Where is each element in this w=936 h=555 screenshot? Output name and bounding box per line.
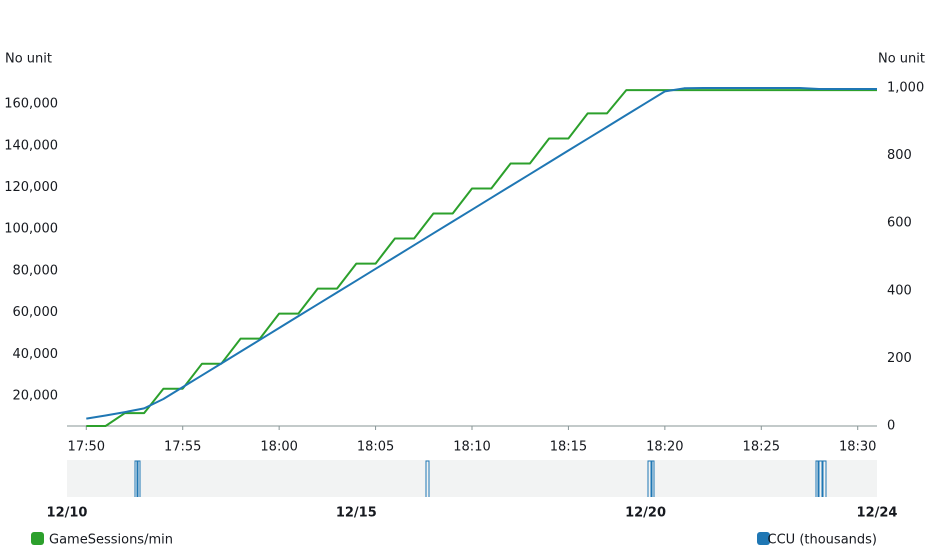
x-tick-label: 17:55	[164, 440, 201, 455]
y-axis-label: No unit	[5, 52, 52, 67]
x-tick-label: 17:50	[68, 440, 105, 455]
y2-tick-label: 1,000	[887, 81, 924, 96]
y2-tick-label: 400	[887, 283, 912, 298]
navigator[interactable]	[67, 460, 877, 497]
y-tick-label: 100,000	[4, 222, 58, 237]
navigator-tick-label: 12/15	[336, 506, 377, 521]
navigator-spikes	[134, 460, 827, 497]
x-tick-label: 18:05	[357, 440, 394, 455]
x-tick-label: 18:00	[260, 440, 297, 455]
y-tick-label: 40,000	[13, 347, 59, 362]
navigator-tick-label: 12/20	[625, 506, 666, 521]
y-tick-label: 20,000	[13, 388, 59, 403]
y2-tick-label: 800	[887, 148, 912, 163]
y-tick-label: 80,000	[13, 263, 59, 278]
x-tick-label: 18:20	[646, 440, 683, 455]
y-tick-label: 140,000	[4, 138, 58, 153]
legend-label[interactable]: CCU (thousands)	[768, 533, 877, 548]
y2-axis-label: No unit	[878, 52, 925, 67]
navigator-tick-label: 12/10	[47, 506, 88, 521]
x-tick-label: 18:25	[743, 440, 780, 455]
navigator-tick-label: 12/24	[857, 506, 898, 521]
x-tick-label: 18:30	[839, 440, 876, 455]
y-tick-label: 120,000	[4, 180, 58, 195]
y-tick-label: 60,000	[13, 305, 59, 320]
legend-label[interactable]: GameSessions/min	[49, 533, 173, 548]
y-tick-label: 160,000	[4, 97, 58, 112]
x-tick-label: 18:10	[453, 440, 490, 455]
series-line	[86, 89, 877, 427]
y2-tick-label: 200	[887, 351, 912, 366]
y2-tick-label: 0	[887, 419, 895, 434]
x-tick-label: 18:15	[550, 440, 587, 455]
y2-tick-label: 600	[887, 216, 912, 231]
legend-swatch[interactable]	[757, 532, 770, 545]
series-line	[86, 87, 877, 420]
legend-swatch[interactable]	[31, 532, 44, 545]
